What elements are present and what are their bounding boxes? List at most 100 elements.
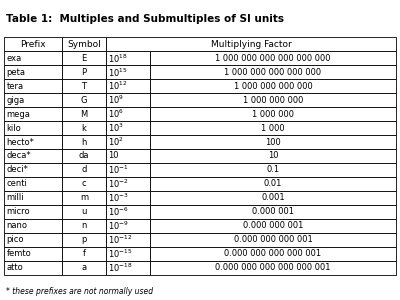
Text: 1 000 000 000 000 000 000: 1 000 000 000 000 000 000 xyxy=(215,54,331,63)
Text: d: d xyxy=(81,165,87,174)
Text: 0.000 000 000 001: 0.000 000 000 001 xyxy=(234,235,312,244)
Text: 1 000 000 000 000: 1 000 000 000 000 xyxy=(234,82,312,91)
Bar xyxy=(4,177,62,191)
Text: mega: mega xyxy=(6,110,30,119)
Bar xyxy=(150,149,396,163)
Text: G: G xyxy=(81,96,87,105)
Bar xyxy=(4,51,62,65)
Bar xyxy=(106,65,150,79)
Bar xyxy=(150,219,396,233)
Text: $10^{2}$: $10^{2}$ xyxy=(108,136,124,148)
Bar xyxy=(4,233,62,247)
Bar xyxy=(106,191,150,205)
Text: femto: femto xyxy=(6,249,31,258)
Bar xyxy=(106,149,150,163)
Text: 10: 10 xyxy=(268,152,278,160)
Text: 1 000 000 000: 1 000 000 000 xyxy=(243,96,303,105)
Bar xyxy=(106,261,150,274)
Text: Symbol: Symbol xyxy=(67,40,101,49)
Text: $10^{3}$: $10^{3}$ xyxy=(108,122,124,134)
Bar xyxy=(150,121,396,135)
Text: peta: peta xyxy=(6,68,26,77)
Text: tera: tera xyxy=(6,82,24,91)
Text: 1 000: 1 000 xyxy=(261,124,285,133)
Bar xyxy=(4,79,62,93)
Bar xyxy=(150,135,396,149)
Text: $10^{-6}$: $10^{-6}$ xyxy=(108,206,129,218)
Bar xyxy=(106,233,150,247)
Text: deci*: deci* xyxy=(6,165,28,174)
Bar xyxy=(150,177,396,191)
Text: 0.000 001: 0.000 001 xyxy=(252,207,294,216)
Bar xyxy=(150,93,396,107)
Text: nano: nano xyxy=(6,221,27,230)
Bar xyxy=(150,107,396,121)
Text: $10^{-18}$: $10^{-18}$ xyxy=(108,261,133,274)
Text: $10^{-12}$: $10^{-12}$ xyxy=(108,233,133,246)
Bar xyxy=(4,163,62,177)
Bar xyxy=(150,205,396,219)
Bar xyxy=(4,247,62,261)
Bar xyxy=(62,163,106,177)
Text: deca*: deca* xyxy=(6,152,31,160)
Bar xyxy=(150,79,396,93)
Bar xyxy=(62,247,106,261)
Bar xyxy=(150,247,396,261)
Text: pico: pico xyxy=(6,235,24,244)
Bar xyxy=(106,51,150,65)
Bar xyxy=(4,149,62,163)
Bar xyxy=(4,219,62,233)
Bar xyxy=(62,233,106,247)
Bar xyxy=(62,261,106,274)
Text: 0.000 000 001: 0.000 000 001 xyxy=(243,221,303,230)
Text: $10^{15}$: $10^{15}$ xyxy=(108,66,128,79)
Text: p: p xyxy=(81,235,87,244)
Text: E: E xyxy=(81,54,87,63)
Text: 1 000 000 000 000 000: 1 000 000 000 000 000 xyxy=(224,68,322,77)
Text: micro: micro xyxy=(6,207,30,216)
Text: n: n xyxy=(81,221,87,230)
Text: k: k xyxy=(82,124,86,133)
Text: $10^{12}$: $10^{12}$ xyxy=(108,80,128,92)
Text: hecto*: hecto* xyxy=(6,138,34,147)
Text: 0.001: 0.001 xyxy=(261,193,285,202)
Text: u: u xyxy=(81,207,87,216)
Text: milli: milli xyxy=(6,193,24,202)
Bar xyxy=(62,177,106,191)
Text: M: M xyxy=(80,110,88,119)
Bar xyxy=(62,65,106,79)
Bar xyxy=(62,79,106,93)
Bar xyxy=(62,107,106,121)
Bar xyxy=(106,121,150,135)
Text: 1 000 000: 1 000 000 xyxy=(252,110,294,119)
Bar xyxy=(150,163,396,177)
Bar xyxy=(4,65,62,79)
Bar xyxy=(106,177,150,191)
Text: giga: giga xyxy=(6,96,25,105)
Bar xyxy=(62,191,106,205)
Bar xyxy=(4,135,62,149)
Bar xyxy=(62,149,106,163)
Bar xyxy=(106,205,150,219)
Bar xyxy=(150,65,396,79)
Text: kilo: kilo xyxy=(6,124,21,133)
Bar xyxy=(106,135,150,149)
Text: 0.1: 0.1 xyxy=(266,165,280,174)
Bar xyxy=(106,93,150,107)
Text: c: c xyxy=(82,179,86,188)
Text: Multiplying Factor: Multiplying Factor xyxy=(211,40,291,49)
Bar xyxy=(4,93,62,107)
Bar xyxy=(150,191,396,205)
Bar xyxy=(150,261,396,274)
Text: 0.000 000 000 000 000 001: 0.000 000 000 000 000 001 xyxy=(215,263,331,272)
Text: $10^{-2}$: $10^{-2}$ xyxy=(108,178,129,190)
Text: m: m xyxy=(80,193,88,202)
Bar xyxy=(62,51,106,65)
Text: Table 1:  Multiples and Submultiples of SI units: Table 1: Multiples and Submultiples of S… xyxy=(6,14,284,23)
Bar xyxy=(106,38,396,51)
Bar xyxy=(62,135,106,149)
Text: * these prefixes are not normally used: * these prefixes are not normally used xyxy=(6,286,153,296)
Bar xyxy=(4,38,62,51)
Text: $10^{18}$: $10^{18}$ xyxy=(108,52,128,64)
Text: 0.01: 0.01 xyxy=(264,179,282,188)
